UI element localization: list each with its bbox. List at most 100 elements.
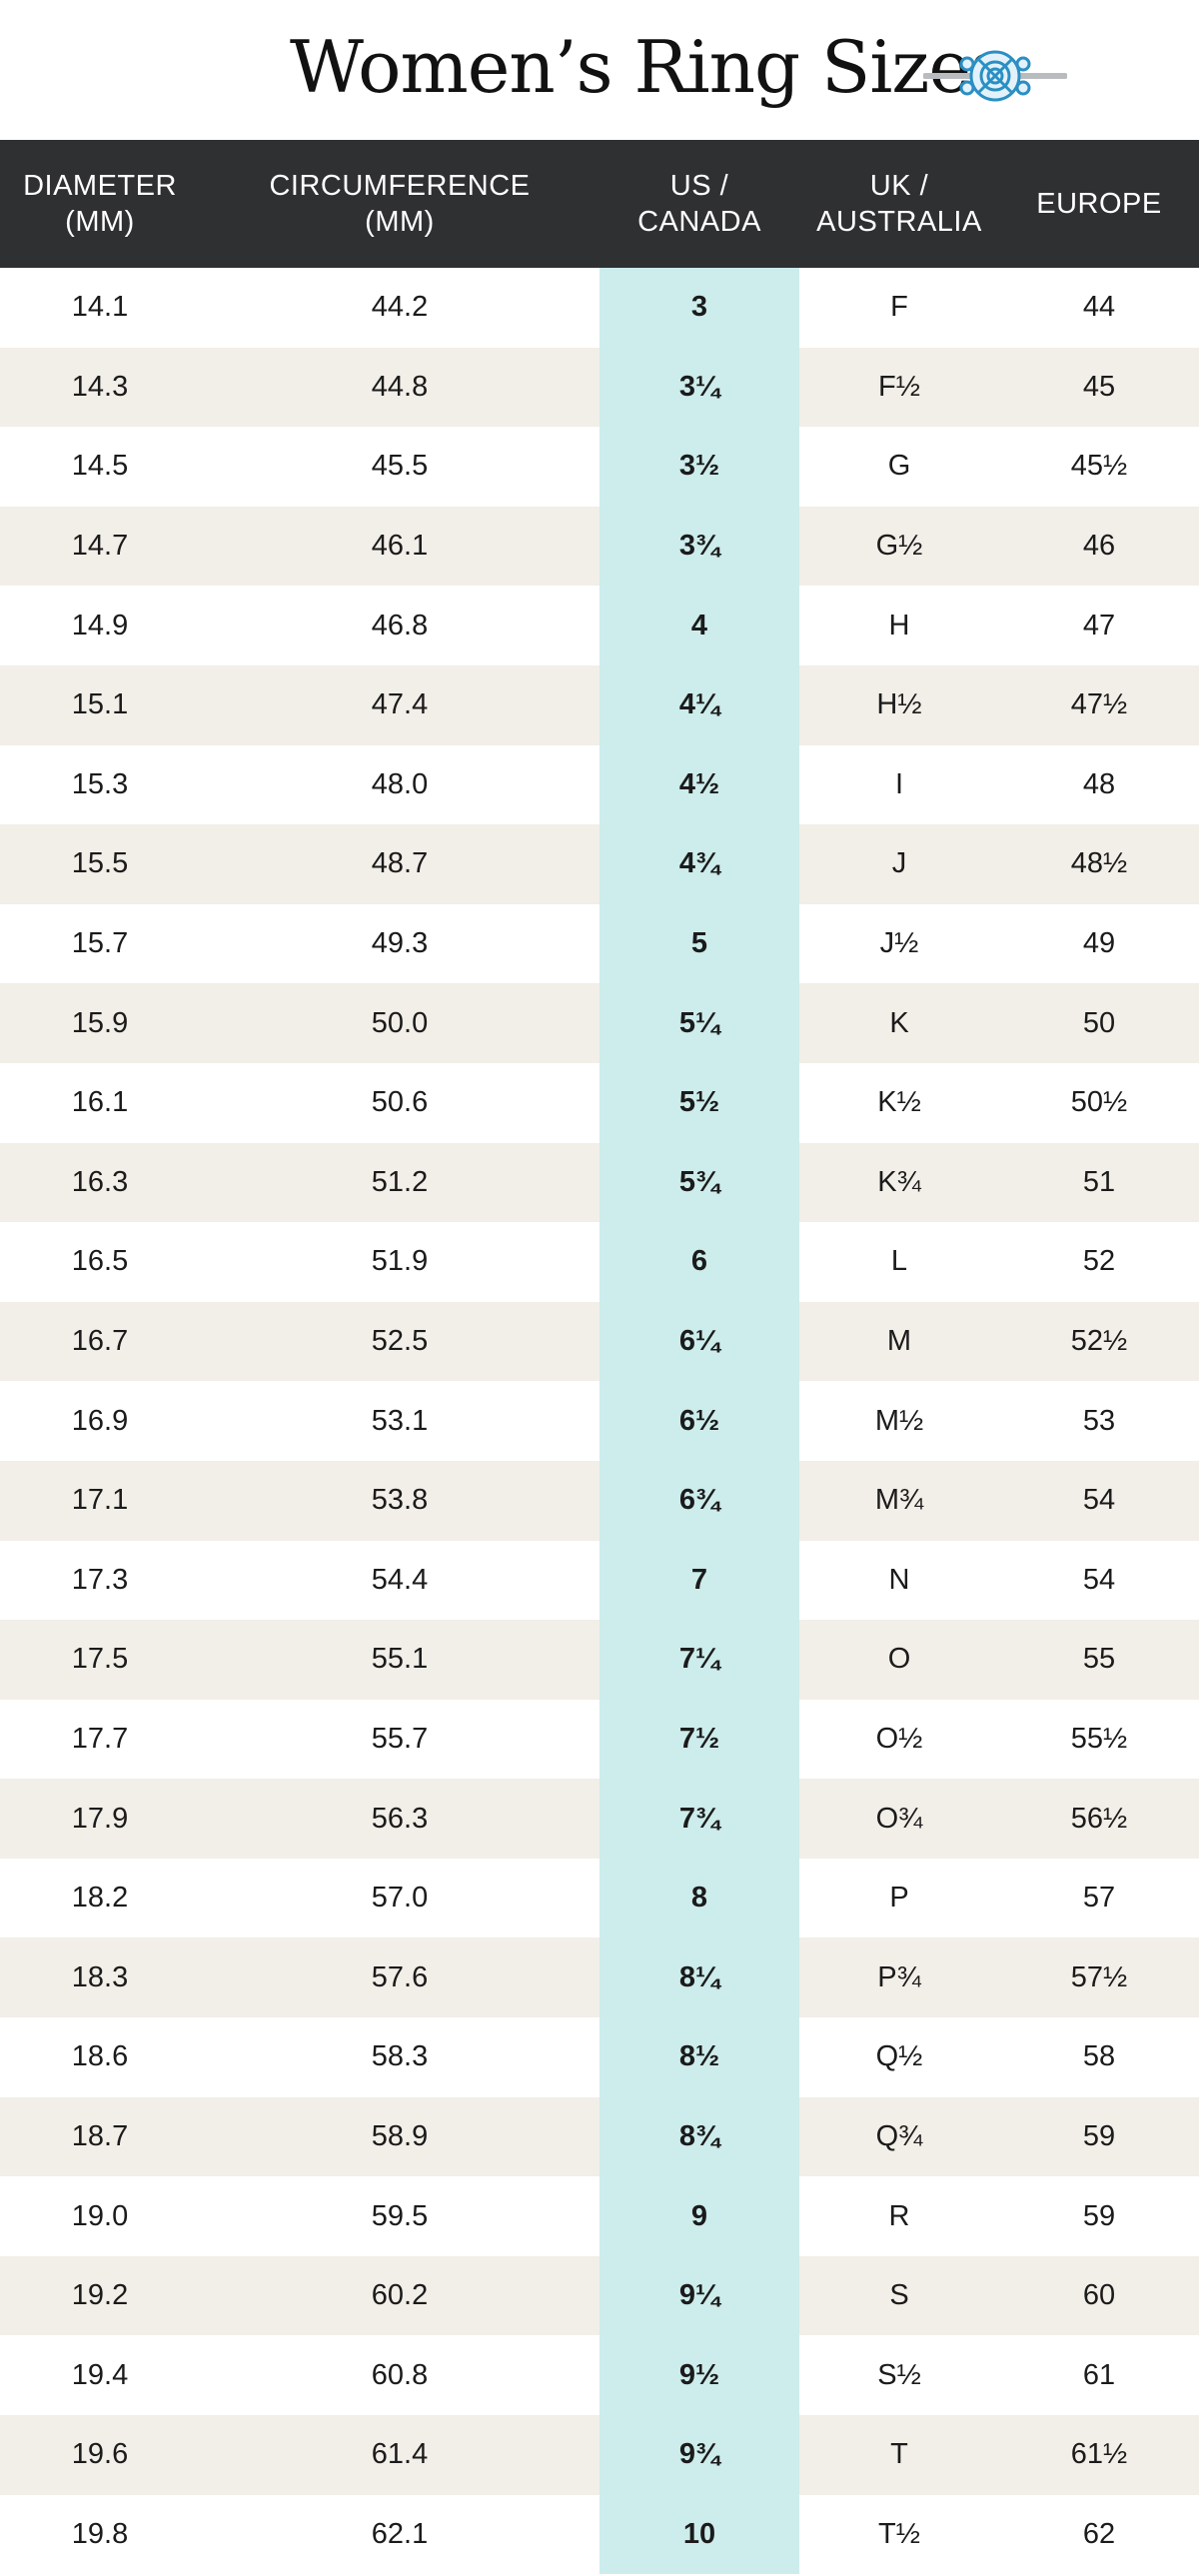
cell-us-canada: 7½ (600, 1699, 799, 1780)
cell-circumference: 48.7 (200, 824, 600, 904)
cell-diameter: 18.6 (0, 2017, 200, 2097)
cell-uk-australia: J½ (799, 903, 999, 984)
cell-europe: 55½ (999, 1699, 1199, 1780)
table-row: 17.9 56.3 7¾ O¾ 56½ (0, 1779, 1199, 1859)
cell-us-canada: 9¼ (600, 2255, 799, 2336)
header-line: DIAMETER (23, 170, 177, 202)
cell-circumference: 45.5 (200, 427, 600, 507)
cell-us-canada: 9½ (600, 2335, 799, 2416)
cell-diameter: 17.7 (0, 1699, 200, 1780)
cell-europe: 56½ (999, 1779, 1199, 1859)
cell-europe: 57 (999, 1858, 1199, 1938)
cell-uk-australia: P¾ (799, 1937, 999, 2018)
table-row: 15.5 48.7 4¾ J 48½ (0, 824, 1199, 904)
cell-europe: 61½ (999, 2415, 1199, 2495)
cell-us-canada: 7¼ (600, 1620, 799, 1700)
table-row: 16.1 50.6 5½ K½ 50½ (0, 1062, 1199, 1143)
cell-diameter: 19.2 (0, 2255, 200, 2336)
col-header-diameter: DIAMETER (MM) (0, 140, 200, 268)
header-line: AUSTRALIA (816, 206, 982, 238)
table-row: 14.1 44.2 3 F 44 (0, 268, 1199, 348)
cell-europe: 52½ (999, 1301, 1199, 1382)
header-line: CANADA (637, 206, 761, 238)
cell-europe: 60 (999, 2255, 1199, 2336)
cell-circumference: 47.4 (200, 664, 600, 745)
cell-diameter: 15.5 (0, 824, 200, 904)
cell-us-canada: 8½ (600, 2017, 799, 2097)
cell-uk-australia: M (799, 1301, 999, 1382)
cell-circumference: 44.2 (200, 268, 600, 348)
cell-diameter: 17.9 (0, 1779, 200, 1859)
cell-circumference: 46.1 (200, 506, 600, 587)
cell-diameter: 14.1 (0, 268, 200, 348)
cell-us-canada: 5¼ (600, 983, 799, 1063)
cell-us-canada: 3¼ (600, 347, 799, 428)
cell-circumference: 61.4 (200, 2415, 600, 2495)
cell-diameter: 16.5 (0, 1222, 200, 1302)
cell-diameter: 18.2 (0, 1858, 200, 1938)
cell-us-canada: 5¾ (600, 1142, 799, 1223)
cell-circumference: 58.9 (200, 2096, 600, 2177)
header-line: US / (669, 170, 729, 202)
cell-uk-australia: J (799, 824, 999, 904)
cell-circumference: 52.5 (200, 1301, 600, 1382)
cell-uk-australia: H (799, 586, 999, 665)
ring-size-table: DIAMETER (MM) CIRCUMFERENCE (MM) US / CA… (0, 140, 1199, 2575)
cell-europe: 58 (999, 2017, 1199, 2097)
cell-europe: 51 (999, 1142, 1199, 1223)
cell-europe: 61 (999, 2335, 1199, 2416)
cell-europe: 50 (999, 983, 1199, 1063)
cell-diameter: 19.6 (0, 2415, 200, 2495)
cell-circumference: 46.8 (200, 586, 600, 665)
col-header-uk-australia: UK / AUSTRALIA (799, 140, 999, 268)
cell-europe: 54 (999, 1460, 1199, 1541)
table-row: 16.9 53.1 6½ M½ 53 (0, 1381, 1199, 1461)
cell-uk-australia: S½ (799, 2335, 999, 2416)
cell-diameter: 15.7 (0, 903, 200, 984)
cell-europe: 44 (999, 268, 1199, 348)
cell-uk-australia: K½ (799, 1062, 999, 1143)
table-row: 19.8 62.1 10 T½ 62 (0, 2494, 1199, 2575)
table-row: 14.7 46.1 3¾ G½ 46 (0, 506, 1199, 587)
header-line: EUROPE (1036, 188, 1162, 220)
cell-us-canada: 8 (600, 1858, 799, 1938)
cell-circumference: 55.1 (200, 1620, 600, 1700)
cell-diameter: 15.3 (0, 744, 200, 825)
cell-uk-australia: F½ (799, 347, 999, 428)
cell-europe: 46 (999, 506, 1199, 587)
page-title: Women’s Ring Sizes (290, 25, 1007, 109)
table-row: 18.2 57.0 8 P 57 (0, 1858, 1199, 1938)
cell-europe: 54 (999, 1540, 1199, 1621)
cell-diameter: 17.3 (0, 1540, 200, 1621)
cell-uk-australia: N (799, 1540, 999, 1621)
cell-uk-australia: P (799, 1858, 999, 1938)
cell-europe: 53 (999, 1381, 1199, 1461)
cell-circumference: 57.0 (200, 1858, 600, 1938)
cell-circumference: 60.8 (200, 2335, 600, 2416)
cell-diameter: 19.4 (0, 2335, 200, 2416)
cell-us-canada: 6¼ (600, 1301, 799, 1382)
table-row: 19.4 60.8 9½ S½ 61 (0, 2335, 1199, 2416)
cell-us-canada: 5 (600, 903, 799, 984)
cell-circumference: 56.3 (200, 1779, 600, 1859)
table-row: 17.5 55.1 7¼ O 55 (0, 1620, 1199, 1700)
cell-us-canada: 3½ (600, 427, 799, 507)
cell-circumference: 44.8 (200, 347, 600, 428)
cell-europe: 50½ (999, 1062, 1199, 1143)
col-header-europe: EUROPE (999, 140, 1199, 268)
cell-europe: 47½ (999, 664, 1199, 745)
table-body: 14.1 44.2 3 F 44 14.3 44.8 3¼ F½ 45 14.5 45.5 3½ G 45½… (0, 268, 1199, 2575)
cell-circumference: 59.5 (200, 2176, 600, 2256)
cell-us-canada: 6¾ (600, 1460, 799, 1541)
cell-uk-australia: F (799, 268, 999, 348)
table-row: 18.6 58.3 8½ Q½ 58 (0, 2017, 1199, 2097)
cell-europe: 57½ (999, 1937, 1199, 2018)
header-row: DIAMETER (MM) CIRCUMFERENCE (MM) US / CA… (0, 140, 1199, 268)
table-row: 14.3 44.8 3¼ F½ 45 (0, 347, 1199, 428)
cell-uk-australia: T½ (799, 2494, 999, 2575)
cell-circumference: 54.4 (200, 1540, 600, 1621)
cell-europe: 55 (999, 1620, 1199, 1700)
cell-europe: 49 (999, 903, 1199, 984)
table-row: 17.1 53.8 6¾ M¾ 54 (0, 1460, 1199, 1541)
header-line: (MM) (365, 206, 435, 238)
